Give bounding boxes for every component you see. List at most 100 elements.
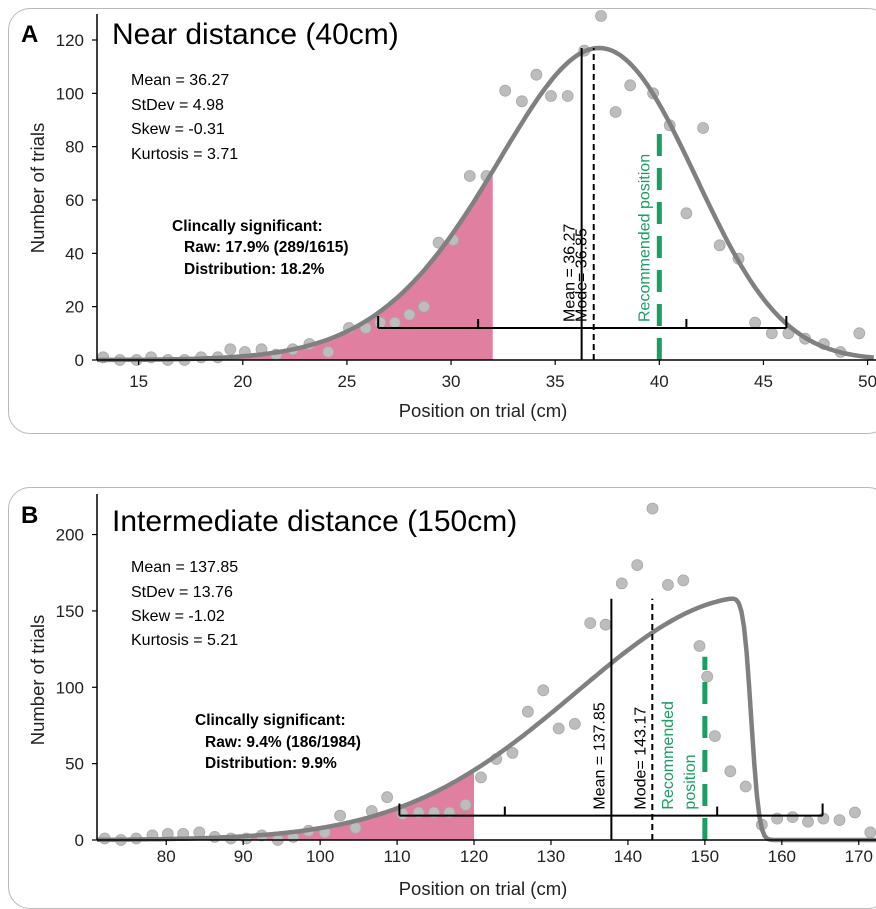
data-point [709, 730, 721, 743]
x-axis-label: Position on trial (cm) [399, 400, 568, 421]
chart-panel-b: B Intermediate distance (150cm) Mean = 1… [21, 494, 876, 899]
x-tick-label: 35 [546, 372, 565, 391]
x-tick-label: 20 [233, 372, 252, 391]
y-axis-label: Number of trials [27, 123, 48, 254]
x-tick-label: 130 [537, 847, 565, 866]
mean-line-label: Mean = 36.27 [562, 224, 579, 322]
y-tick-label: 50 [65, 755, 84, 774]
fitted-curve [97, 45, 874, 363]
data-point [530, 68, 543, 81]
data-point [802, 815, 814, 828]
panel-a-frame [8, 8, 876, 434]
x-tick-label: 90 [234, 847, 253, 866]
data-point [224, 343, 237, 356]
recommended-label: position [682, 754, 699, 809]
data-point [724, 765, 737, 778]
panel-b-plot-area: Mean = 137.85 Mode= 143.17 Recommended posi… [56, 494, 876, 866]
panel-a-letter: A [21, 21, 38, 48]
y-tick-label: 0 [75, 831, 84, 850]
data-point [552, 722, 565, 735]
x-tick-label: 80 [157, 847, 176, 866]
mode-line-label: Mode= 143.17 [632, 707, 649, 810]
x-tick-label: 120 [460, 847, 488, 866]
data-point [418, 300, 430, 313]
x-tick-label: 140 [614, 847, 642, 866]
y-tick-label: 0 [75, 351, 84, 370]
clinical-heading: Clincally significant: [195, 712, 346, 729]
x-tick-label: 30 [442, 372, 461, 391]
recommended-label: Recommended [660, 701, 677, 810]
data-point [537, 684, 550, 697]
panel-b-stats: Mean = 137.85 StDev = 13.76 Skew = -1.02… [131, 559, 238, 649]
data-point [615, 577, 628, 590]
data-point [334, 809, 347, 822]
data-point [516, 95, 528, 108]
clinical-distribution: Distribution: 9.9% [205, 755, 337, 772]
y-tick-label: 150 [56, 602, 84, 621]
data-point [624, 79, 637, 92]
data-point [739, 780, 752, 793]
data-point [322, 346, 335, 358]
data-point [749, 316, 761, 329]
y-tick-label: 20 [65, 298, 84, 317]
x-tick-label: 160 [768, 847, 796, 866]
data-point [765, 327, 778, 340]
x-tick-label: 40 [650, 372, 669, 391]
stat-skew: Skew = -1.02 [131, 608, 225, 625]
clinical-raw: Raw: 17.9% (289/1615) [184, 239, 349, 256]
panel-a-title: Near distance (40cm) [112, 18, 399, 51]
y-tick-label: 40 [65, 244, 84, 263]
x-tick-label: 170 [845, 847, 873, 866]
clinical-heading: Clincally significant: [172, 218, 323, 235]
data-point [595, 10, 607, 22]
data-point [463, 170, 476, 182]
data-point [713, 239, 726, 252]
panel-b-clinical-text: Clincally significant: Raw: 9.4% (186/19… [195, 712, 361, 772]
stat-mean: Mean = 36.27 [131, 72, 229, 89]
data-point [646, 502, 659, 515]
panel-b-letter: B [21, 502, 38, 529]
data-point [609, 106, 622, 118]
data-point [374, 316, 387, 329]
x-axis-label: Position on trial (cm) [399, 878, 568, 899]
data-point [403, 308, 416, 321]
data-point [680, 207, 693, 220]
data-point [853, 327, 866, 340]
recommended-label: Recommended position [636, 154, 653, 322]
data-point [499, 84, 512, 97]
data-point [864, 826, 876, 839]
y-tick-label: 100 [56, 84, 84, 103]
data-point [833, 814, 846, 827]
clinical-distribution: Distribution: 18.2% [184, 261, 325, 278]
stat-skew: Skew = -0.31 [131, 121, 225, 138]
panel-a-stats: Mean = 36.27 StDev = 4.98 Skew = -0.31 K… [131, 72, 238, 163]
data-point [662, 579, 674, 591]
y-tick-label: 60 [65, 191, 84, 210]
data-point [697, 122, 709, 134]
y-tick-label: 100 [56, 678, 84, 697]
data-point [599, 618, 612, 631]
data-point [522, 705, 534, 718]
fitted-curve [97, 596, 876, 843]
data-point [459, 798, 472, 811]
data-point [506, 746, 519, 759]
chart-panel-a: A Near distance (40cm) Mean = 36.27 StDe… [21, 10, 876, 421]
mode-line-label: Mode= 36.85 [574, 228, 591, 322]
x-tick-label: 15 [129, 372, 148, 391]
y-tick-label: 200 [56, 526, 84, 545]
y-tick-label: 120 [56, 31, 84, 50]
clinical-raw: Raw: 9.4% (186/1984) [205, 734, 361, 751]
stat-stdev: StDev = 4.98 [131, 97, 224, 114]
x-tick-label: 150 [691, 847, 719, 866]
data-point [568, 717, 581, 730]
data-point [584, 617, 597, 630]
data-point [381, 791, 394, 804]
y-tick-label: 80 [65, 138, 84, 157]
stat-kurtosis: Kurtosis = 5.21 [131, 632, 238, 649]
x-tick-label: 100 [306, 847, 334, 866]
x-tick-label: 25 [337, 372, 356, 391]
y-axis-label: Number of trials [27, 615, 48, 746]
data-point [631, 559, 644, 571]
data-point [545, 90, 557, 102]
